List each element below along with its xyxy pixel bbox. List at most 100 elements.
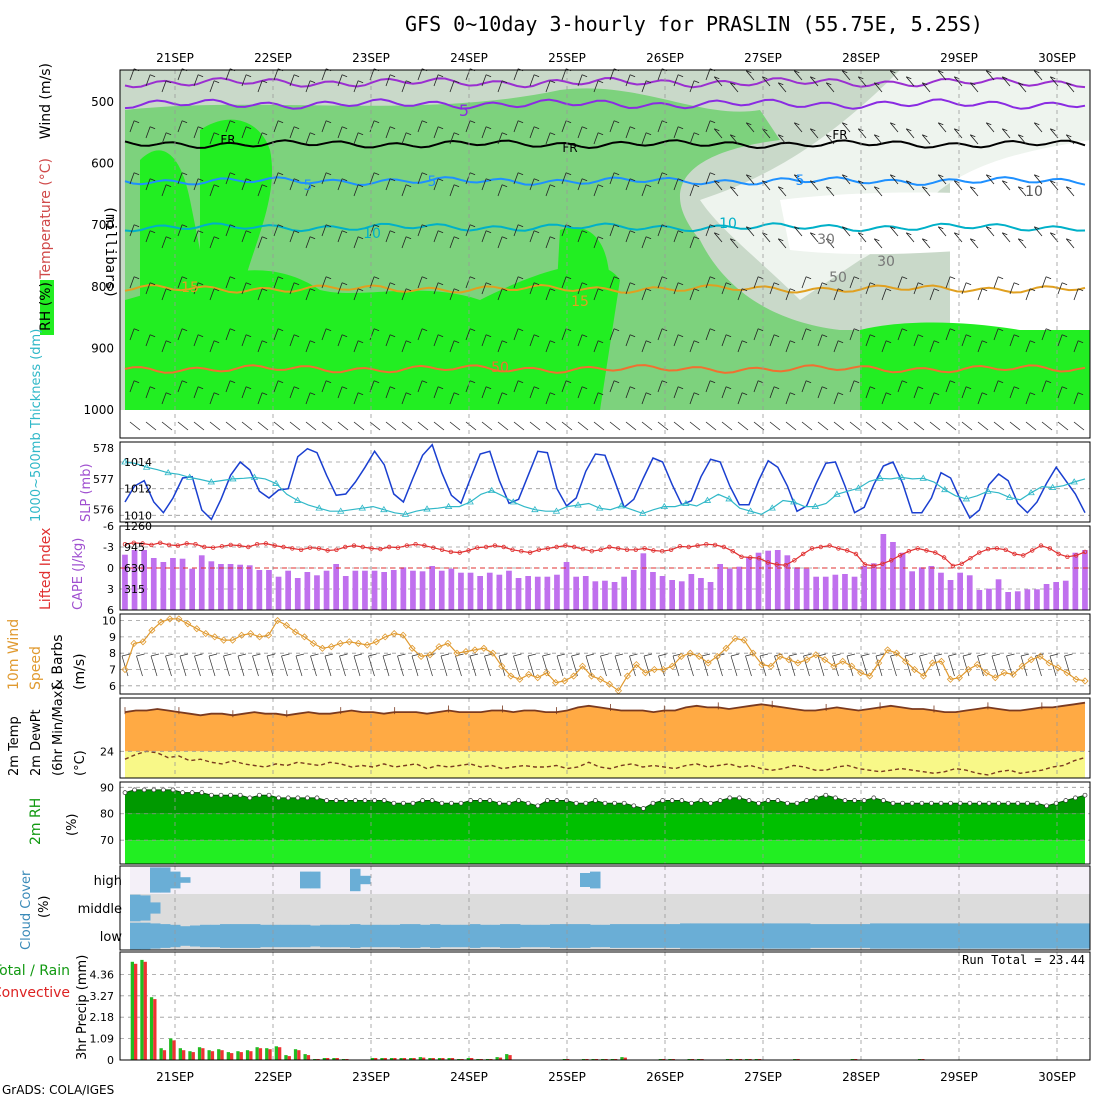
cape-bar: [698, 578, 704, 610]
rh2m-marker: [199, 790, 205, 795]
wind-barb-flag: [1002, 128, 1008, 132]
wind-barb: [801, 328, 807, 341]
wind-barb-flag: [997, 276, 1004, 280]
wind-barb: [289, 386, 295, 399]
wind-barb: [177, 328, 183, 341]
wind-barb: [905, 128, 915, 139]
wind10m-speed-marker: [919, 672, 928, 680]
dewpt-axis-label: 2m DewPt: [29, 709, 44, 776]
cloud-cover-cell: [620, 924, 631, 948]
cloud-cover-cell: [160, 924, 171, 948]
wind-barb-flag: [549, 132, 556, 136]
wind-barb: [465, 224, 471, 237]
wind-barb-flag: [581, 74, 588, 78]
rh2m-marker: [266, 792, 272, 798]
y-tick-label-rh2m: 90: [100, 781, 114, 794]
wind-barb: [289, 230, 295, 243]
wind10m-speed-marker: [381, 633, 389, 641]
wind-barb-flag: [133, 172, 140, 176]
wind10m-barb: [165, 655, 172, 677]
wind-barb: [577, 74, 583, 87]
wind-barb-surface: [769, 421, 781, 431]
wind-barb-flag: [805, 276, 812, 280]
wind-barb-surface: [993, 421, 1005, 431]
wind-barb: [433, 334, 439, 347]
lifted-index-marker: [950, 563, 956, 569]
wind10m-barb-flag: [498, 653, 508, 657]
wind10m-barb: [614, 655, 622, 677]
cape-bar: [621, 576, 627, 610]
wind10m-barb: [411, 655, 419, 677]
wind10m-barb: [629, 655, 636, 677]
wind-barb: [241, 126, 247, 139]
precip-convective-bar: [287, 1056, 291, 1060]
wind-barb: [257, 236, 263, 249]
wind-barb: [497, 80, 503, 93]
wind-barb-flag: [213, 392, 220, 396]
wind-barb: [777, 186, 787, 197]
cloud-cover-cell: [330, 924, 341, 948]
wind-barb: [873, 238, 883, 249]
wind10m-barb-flag: [136, 653, 145, 657]
precip-total-bar: [197, 1047, 202, 1060]
y-tick-label-precip: 4.36: [90, 968, 115, 981]
wind10m-barb-flag: [194, 653, 203, 657]
wind-barb-flag: [773, 334, 780, 338]
wind10m-speed-marker: [309, 639, 317, 647]
wind10m-barb-flag: [846, 653, 856, 657]
wind-barb: [257, 392, 263, 405]
wind-barb: [577, 230, 583, 243]
lifted-index-marker: [651, 548, 656, 553]
lifted-index-marker: [307, 545, 313, 550]
wind-barb: [193, 126, 199, 139]
wind-barb-flag: [714, 180, 720, 184]
wind-barb-flag: [533, 334, 540, 338]
wind-barb: [1073, 392, 1079, 405]
lifted-index-marker: [862, 562, 867, 567]
wind-barb-flag: [933, 340, 940, 344]
cloud-cover-cell: [520, 924, 531, 948]
wind-barb: [513, 68, 519, 81]
rh2m-marker: [420, 798, 425, 803]
wind-barb-flag: [661, 172, 668, 176]
wind-barb: [873, 82, 883, 93]
cloud-cover-cell: [360, 924, 371, 948]
wind-barb-flag: [645, 392, 652, 396]
wind10m-barb-flag: [397, 653, 406, 657]
wind-barb-flag: [517, 276, 524, 280]
wind-barb: [1001, 76, 1011, 87]
wind-barb: [713, 76, 723, 87]
thickness-point-marker: [423, 505, 431, 512]
wind-barb: [625, 126, 631, 139]
wind-barb-flag: [421, 276, 428, 280]
wind-barb: [729, 82, 739, 93]
wind-barb: [865, 334, 871, 347]
cape-bar: [592, 581, 599, 610]
wind10m-barb-flag: [600, 653, 609, 657]
wind-barb: [273, 120, 279, 133]
x-tick-label-bottom: 30SEP: [1038, 1070, 1076, 1084]
wind-barb-flag: [405, 80, 412, 84]
wind-barb: [1001, 128, 1011, 139]
wind-barb-flag: [1002, 180, 1008, 184]
wind-barb: [193, 386, 199, 399]
wind-barb: [833, 340, 839, 353]
wind-barb: [209, 236, 215, 249]
wind-barb-flag: [533, 74, 540, 78]
cape-bar: [1005, 592, 1011, 610]
wind10m-speed-marker: [605, 680, 614, 688]
cape-bar: [611, 582, 618, 610]
wind10m-barb: [817, 655, 825, 677]
wind-barb: [609, 380, 615, 393]
wind10m-speed-marker: [982, 669, 990, 677]
wind-barb-flag: [165, 340, 172, 344]
wind-barb: [825, 238, 835, 249]
wind-barb: [641, 80, 647, 93]
wind-barb: [729, 134, 739, 145]
wind10m-barb-flag: [368, 653, 377, 657]
lifted-index-marker: [1047, 546, 1052, 551]
wind-barb: [953, 180, 963, 191]
wind10m-axis-label: 10m Wind: [6, 619, 22, 690]
thickness-point-marker: [380, 505, 388, 513]
wind-barb-flag: [709, 120, 716, 124]
